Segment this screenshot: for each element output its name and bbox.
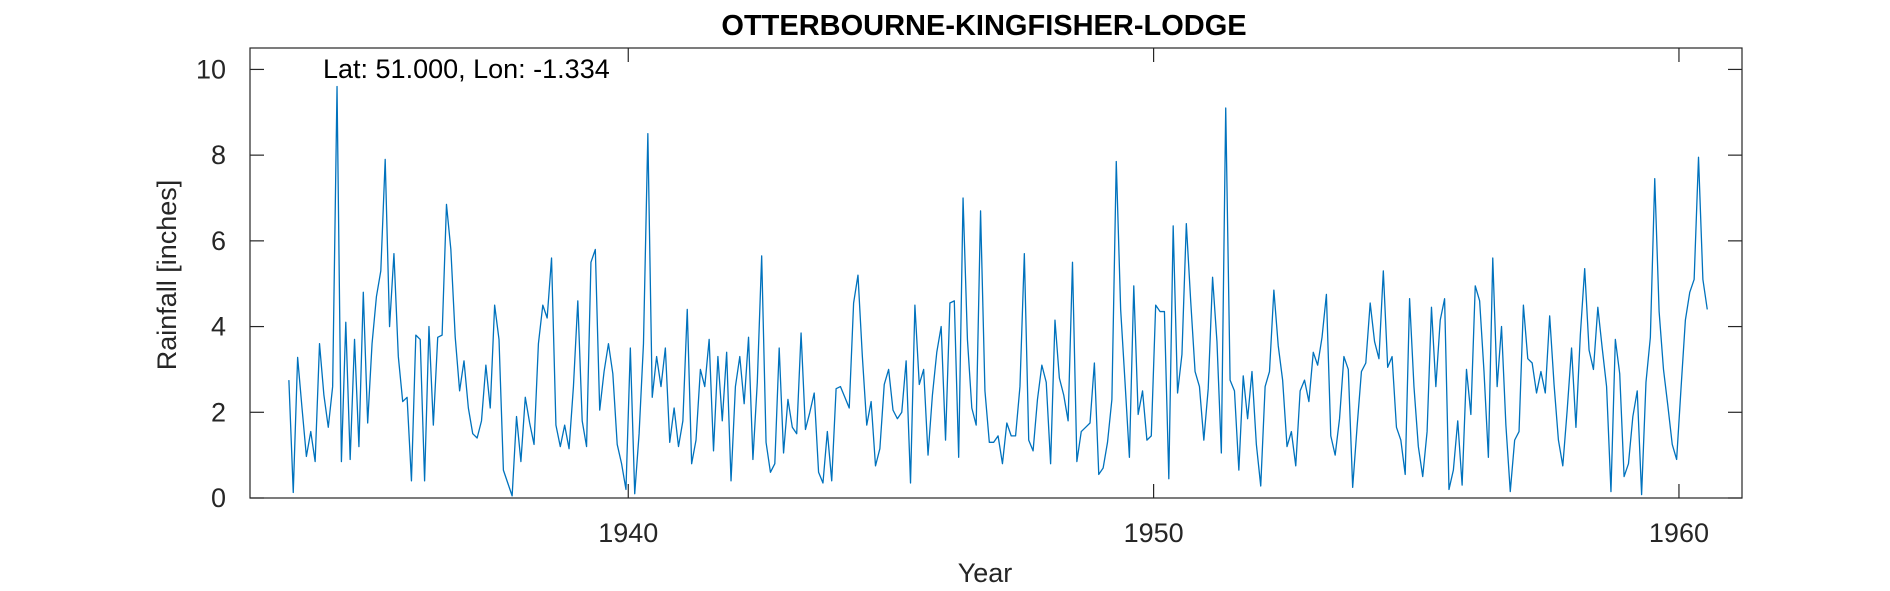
y-tick-label: 4 [211,312,226,342]
x-axis-label: Year [958,558,1013,588]
x-tick-label: 1960 [1649,518,1709,548]
x-tick-label: 1950 [1124,518,1184,548]
y-axis: 0 2 4 6 8 10 [196,54,1742,513]
series-group [288,85,1708,497]
plot-area-frame [249,47,1743,499]
station-coordinates-annotation: Lat: 51.000, Lon: -1.334 [323,54,610,84]
y-tick-label: 10 [196,54,226,84]
rainfall-series-line [288,85,1708,497]
y-tick-label: 2 [211,397,226,427]
chart-title: OTTERBOURNE-KINGFISHER-LODGE [721,10,1246,42]
y-tick-label: 6 [211,226,226,256]
x-tick-label: 1940 [598,518,658,548]
y-axis-label: Rainfall [inches] [152,180,182,371]
y-tick-label: 8 [211,140,226,170]
y-tick-label: 0 [211,483,226,513]
x-axis: 1940 1950 1960 [598,48,1709,548]
